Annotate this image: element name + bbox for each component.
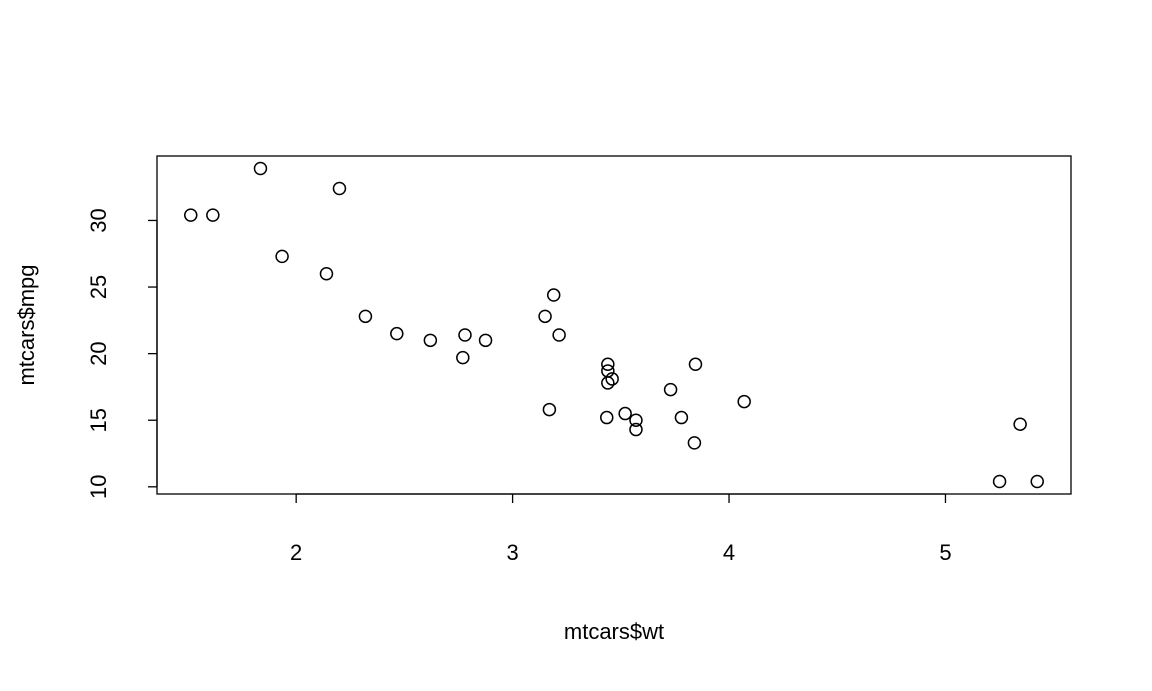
y-tick-label: 15 xyxy=(86,408,111,432)
y-tick-label: 30 xyxy=(86,208,111,232)
point xyxy=(319,266,334,281)
x-tick-label: 4 xyxy=(723,540,735,565)
y-tick-label: 10 xyxy=(86,475,111,499)
point xyxy=(663,382,678,397)
point xyxy=(629,413,643,427)
point xyxy=(542,402,557,417)
point xyxy=(992,474,1007,489)
x-tick-label: 2 xyxy=(290,540,302,565)
y-axis-label: mtcars$mpg xyxy=(14,264,39,385)
x-axis-label: mtcars$wt xyxy=(564,619,664,644)
point xyxy=(1030,474,1044,489)
point xyxy=(629,422,643,437)
point xyxy=(1013,417,1027,431)
point xyxy=(687,436,702,450)
x-tick-label: 5 xyxy=(939,540,951,565)
point xyxy=(253,161,268,176)
point xyxy=(458,328,472,342)
point xyxy=(618,406,632,421)
point xyxy=(478,333,493,348)
point xyxy=(688,357,703,372)
y-tick-label: 25 xyxy=(86,275,111,299)
point xyxy=(546,288,561,302)
point xyxy=(538,309,552,324)
point xyxy=(674,410,689,425)
point xyxy=(390,326,404,341)
point xyxy=(184,208,198,222)
point xyxy=(737,394,751,409)
point xyxy=(605,372,619,386)
point xyxy=(423,333,438,348)
point xyxy=(358,309,373,324)
point xyxy=(601,357,615,372)
point xyxy=(456,350,470,365)
point xyxy=(601,376,615,390)
plot-frame xyxy=(156,155,1072,495)
point xyxy=(599,410,614,425)
point xyxy=(552,328,566,342)
point xyxy=(275,249,289,264)
x-tick-label: 3 xyxy=(506,540,518,565)
point xyxy=(332,181,347,196)
point xyxy=(206,208,220,222)
y-tick-label: 20 xyxy=(86,341,111,365)
